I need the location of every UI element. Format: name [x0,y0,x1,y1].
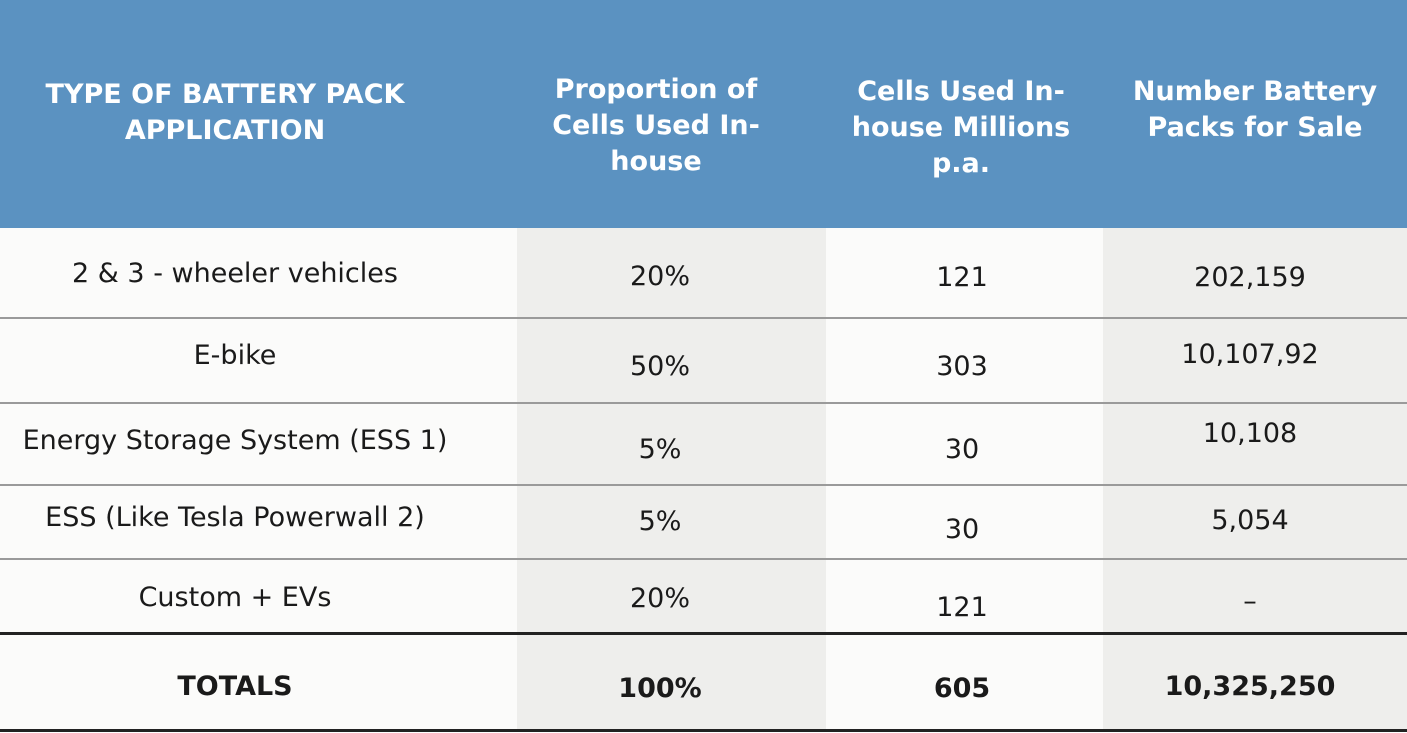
row-4-cells: 30 [944,514,980,545]
column-background-type [0,228,517,730]
row-2-cells: 303 [936,351,988,382]
row-divider [0,558,1407,560]
row-5-packs: – [1243,586,1257,617]
row-3-packs: 10,108 [1202,418,1298,449]
header-proportion: Proportion of Cells Used In- house [552,74,760,177]
row-divider [0,317,1407,319]
row-2-packs: 10,107,92 [1181,339,1319,370]
header-type: TYPE OF BATTERY PACK APPLICATION [45,79,405,146]
row-4-proportion: 5% [638,506,682,537]
row-divider [0,484,1407,486]
header-packs-for-sale: Number Battery Packs for Sale [1132,76,1378,143]
row-1-proportion: 20% [629,261,690,292]
row-divider [0,402,1407,404]
row-1-type: 2 & 3 - wheeler vehicles [72,258,398,289]
totals-proportion: 100% [618,673,702,704]
totals-divider [0,632,1407,635]
column-background-packs [1103,228,1407,730]
row-1-cells: 121 [936,262,988,293]
row-3-type: Energy Storage System (ESS 1) [22,425,448,456]
row-2-type: E-bike [193,340,277,371]
row-5-proportion: 20% [629,583,690,614]
row-5-cells: 121 [936,592,988,623]
table-bottom-border [0,729,1407,732]
header-cells-used: Cells Used In- house Millions p.a. [851,76,1071,179]
column-background-cells [826,228,1103,730]
column-background-proportion [517,228,826,730]
row-4-type: ESS (Like Tesla Powerwall 2) [45,502,425,533]
row-1-packs: 202,159 [1194,262,1306,293]
totals-packs: 10,325,250 [1164,671,1336,702]
row-5-type: Custom + EVs [138,582,332,613]
table-header: TYPE OF BATTERY PACK APPLICATION Proport… [0,0,1407,228]
row-3-proportion: 5% [638,434,682,465]
totals-label: TOTALS [177,671,293,702]
row-3-cells: 30 [944,434,980,465]
row-4-packs: 5,054 [1211,505,1289,536]
row-2-proportion: 50% [629,351,690,382]
totals-cells: 605 [933,673,991,704]
